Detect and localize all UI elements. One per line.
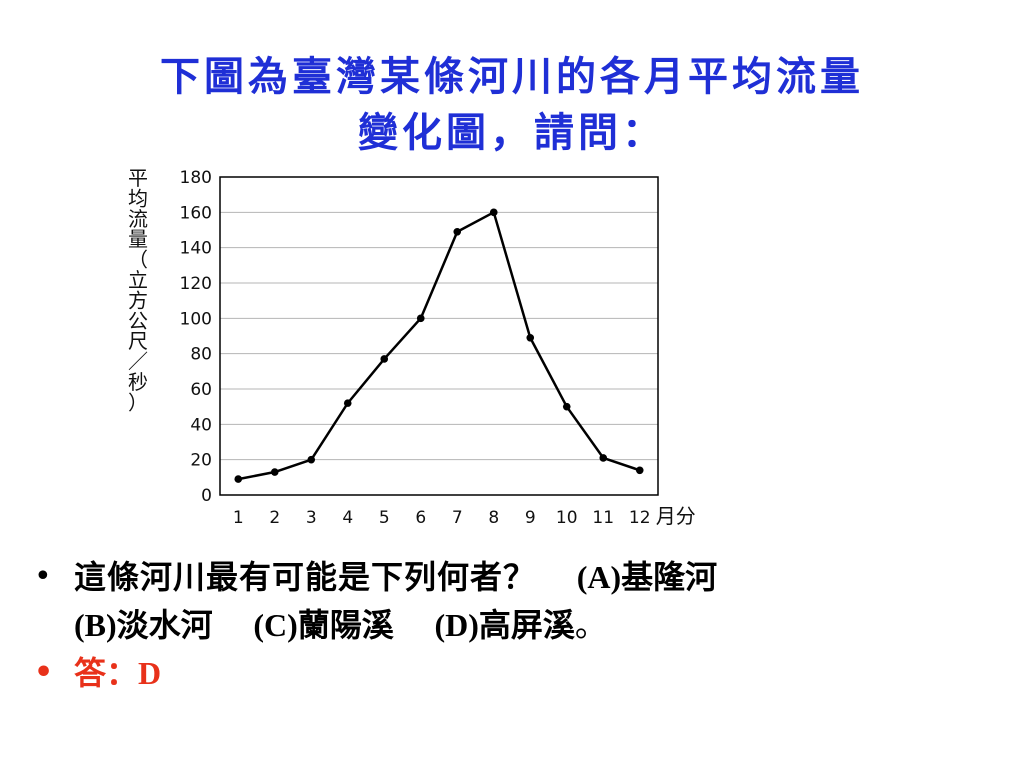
x-tick-label: 12 [629,508,651,528]
question-bullet: • 這條河川最有可能是下列何者？ (A)基隆河 (B)淡水河 (C)蘭陽溪 (D… [30,553,990,649]
option-a-text: 基隆河 [621,558,718,596]
data-point [234,475,243,483]
option-b: (B)淡水河 [74,606,213,644]
x-tick-label: 2 [269,508,280,528]
slide-title-line-1: 下圖為臺灣某條河川的各月平均流量 [160,53,864,100]
y-tick-label: 80 [190,345,212,365]
question-end-mark: 。 [574,606,607,644]
x-tick-label: 7 [452,508,463,528]
y-tick-label: 40 [190,415,212,435]
x-tick-label: 11 [592,508,614,528]
y-tick-label: 100 [180,309,212,329]
x-tick-label: 10 [556,508,578,528]
y-tick-label: 120 [180,274,212,294]
question-stem: 這條河川最有可能是下列何者？ [74,558,537,596]
bullet-list: • 這條河川最有可能是下列何者？ (A)基隆河 (B)淡水河 (C)蘭陽溪 (D… [30,553,990,697]
option-c-text: 蘭陽溪 [297,606,394,644]
answer-label: 答： [74,654,139,692]
data-point [343,399,352,407]
data-point [599,454,608,462]
x-tick-label: 3 [306,508,317,528]
bullet-dot: • [34,559,52,594]
data-point [307,455,316,464]
option-b-text: 淡水河 [116,606,213,644]
x-tick-label: 8 [488,508,499,528]
x-tick-label: 6 [415,508,426,528]
y-tick-label: 180 [180,168,212,188]
option-c: (C)蘭陽溪 [253,606,393,644]
option-a: (A)基隆河 [577,558,717,596]
data-point [489,208,498,217]
x-axis-label: 月分 [656,504,696,528]
data-point [453,227,462,236]
y-tick-label: 60 [190,380,212,400]
option-c-letter: (C) [253,607,298,643]
y-axis-label: 平均流量（立方公尺／秒） [128,166,148,414]
y-tick-label: 0 [201,486,212,506]
plot-frame [219,176,659,496]
data-point [635,466,644,475]
y-tick-label: 20 [190,451,212,471]
slide-title-line-2: 變化圖，請問： [358,109,666,156]
x-tick-label: 9 [525,508,536,528]
y-tick-label: 160 [180,203,212,223]
option-a-letter: (A) [576,559,622,595]
option-d-letter: (D) [434,607,479,643]
data-point [270,468,279,476]
y-tick-label: 140 [180,239,212,259]
x-tick-label: 1 [233,508,244,528]
series-line [238,211,641,481]
answer-bullet-dot: • [34,655,54,690]
option-b-letter: (B) [74,607,117,643]
data-point [526,333,535,342]
option-d: (D)高屏溪 [434,606,574,644]
x-tick-label: 4 [342,508,353,528]
answer-value: D [138,655,162,691]
option-d-text: 高屏溪 [478,606,575,644]
data-point [416,314,425,323]
answer-bullet: • 答：D [30,649,990,697]
x-tick-label: 5 [379,508,390,528]
data-point [562,402,571,411]
data-point [380,355,389,363]
